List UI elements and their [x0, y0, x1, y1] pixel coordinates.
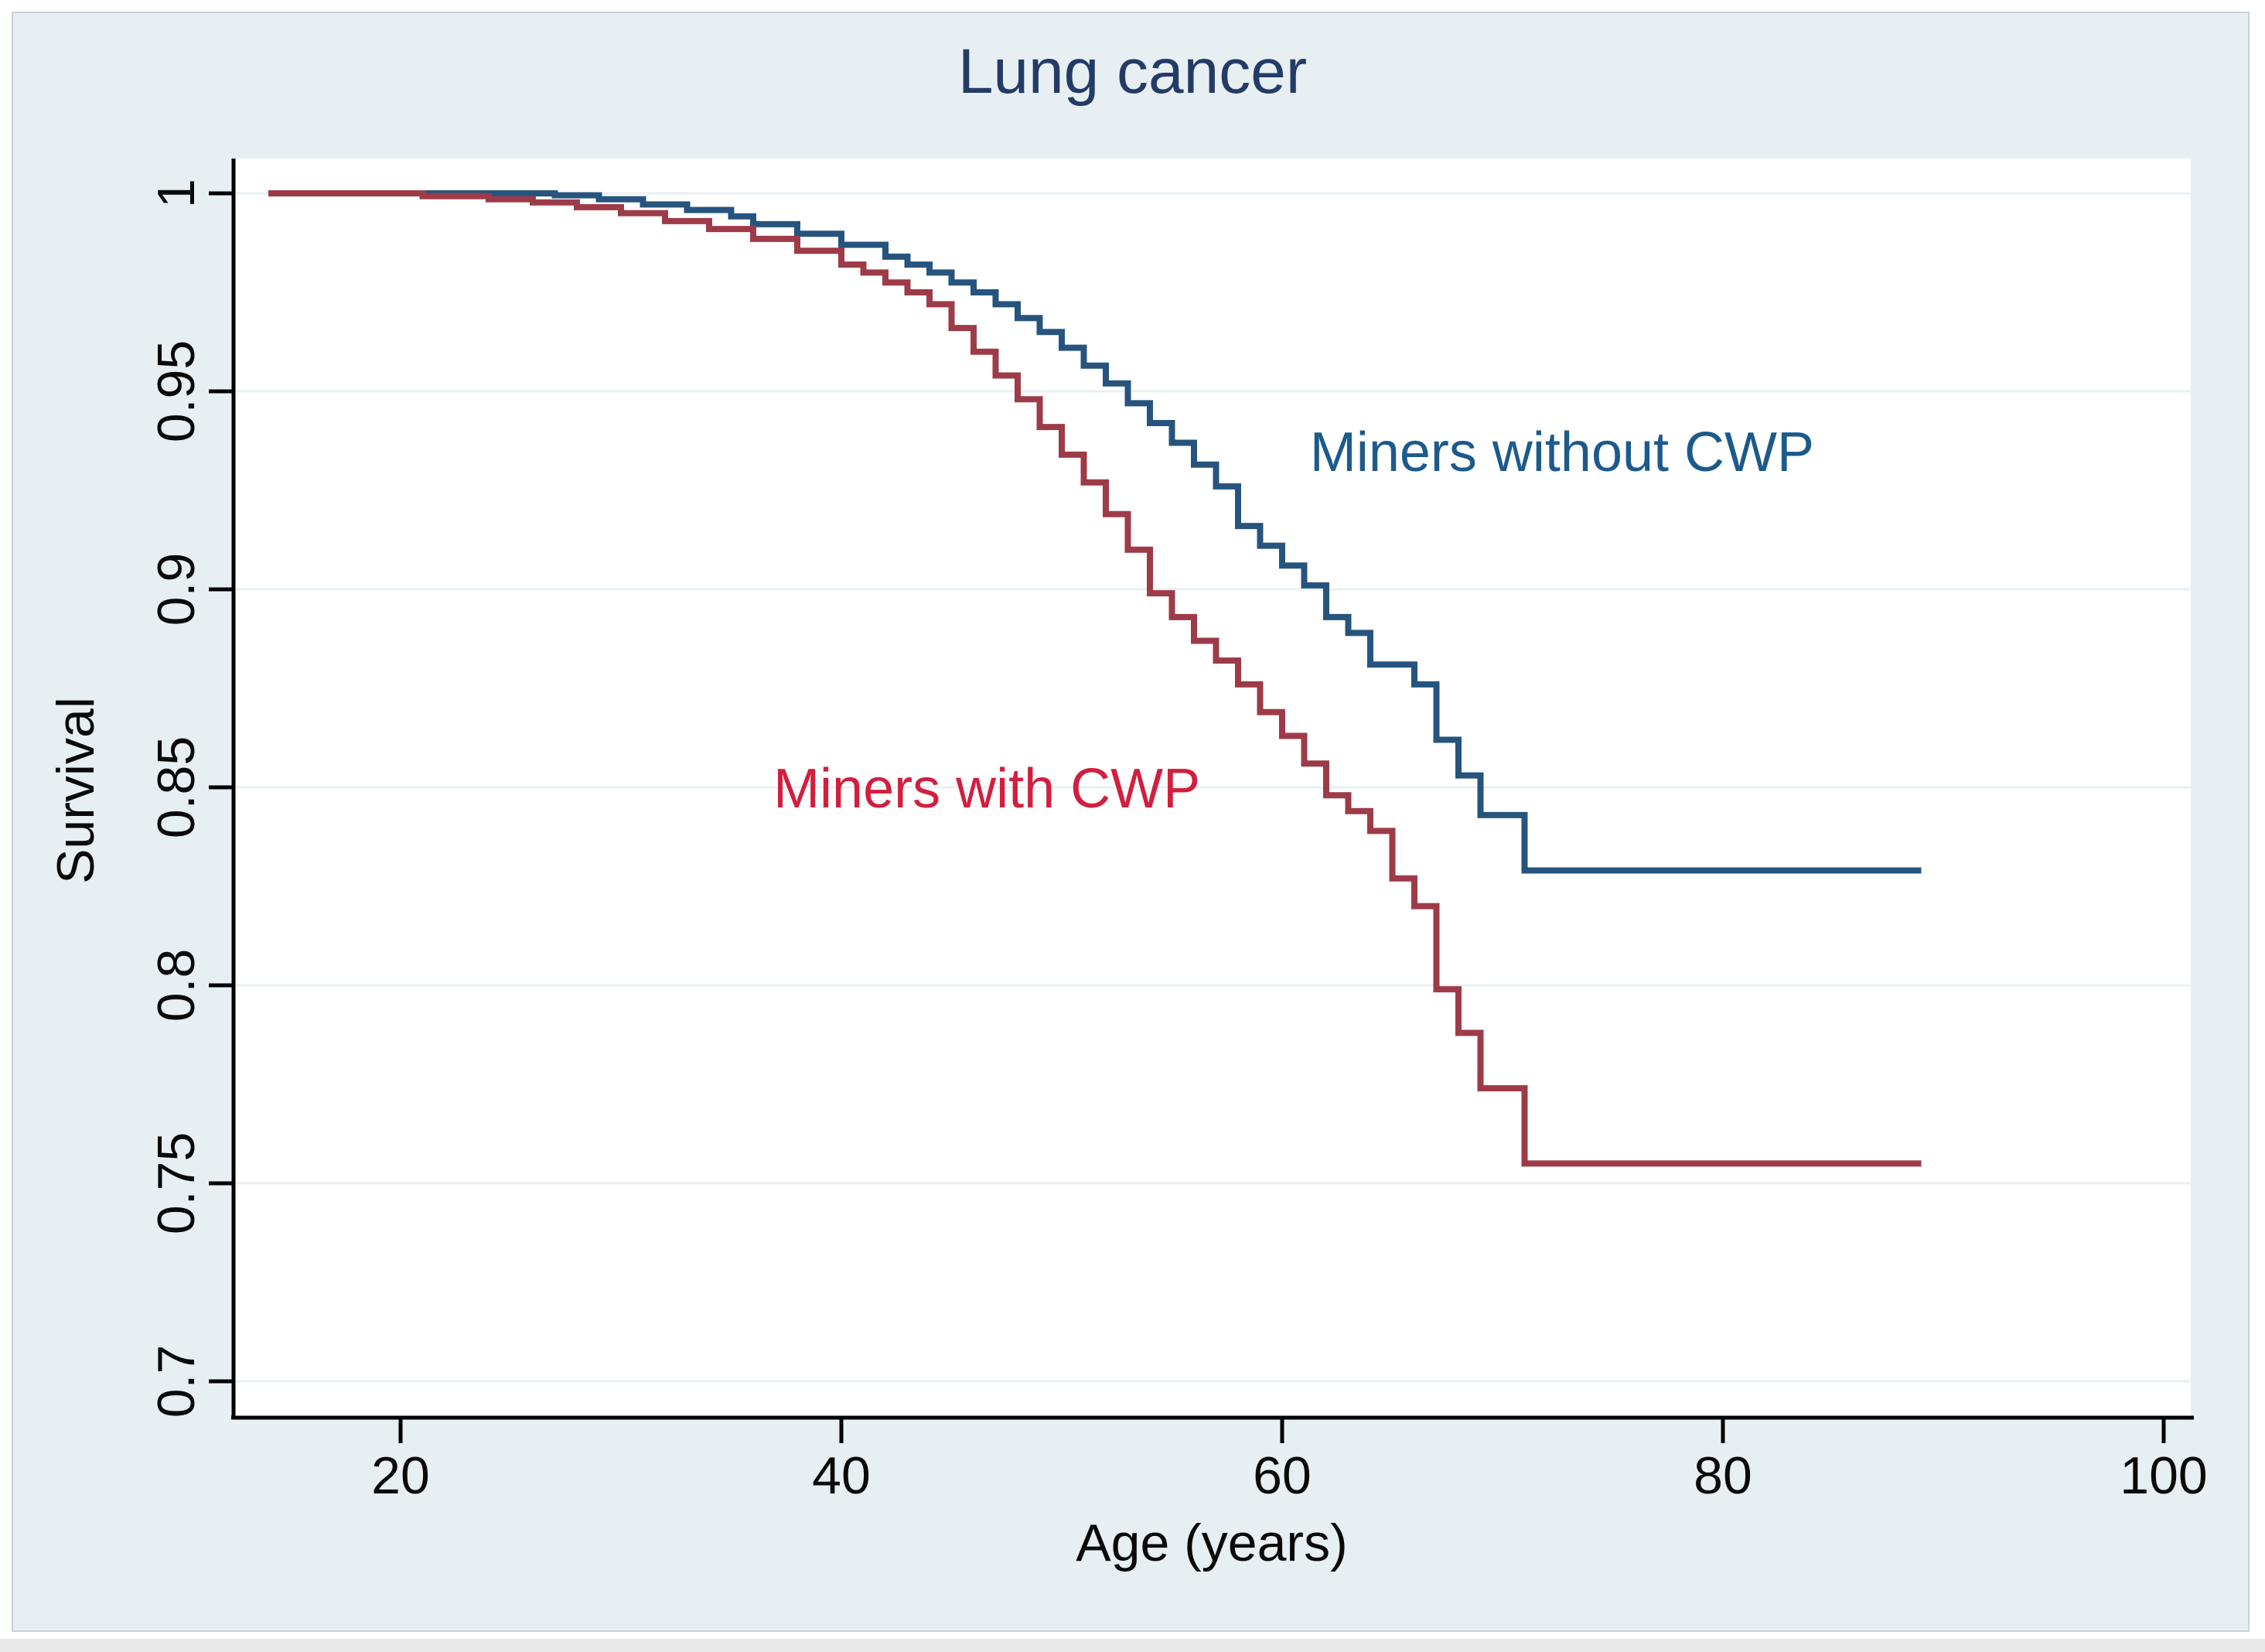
y-tick-label: 0.85 [147, 736, 206, 839]
plot-area [234, 159, 2191, 1418]
x-tick-label: 60 [1253, 1446, 1312, 1505]
x-tick-label: 100 [2120, 1446, 2208, 1505]
y-tick-label: 1 [147, 179, 206, 208]
y-axis-title: Survival [46, 697, 105, 884]
x-tick-label: 40 [812, 1446, 871, 1505]
x-axis-title: Age (years) [1076, 1514, 1348, 1572]
y-tick-label: 0.75 [147, 1131, 206, 1235]
label-miners-without-cwp: Miners without CWP [1309, 421, 1815, 483]
chart-title: Lung cancer [957, 36, 1308, 107]
window-bottom-strip [0, 1639, 2265, 1652]
y-tick-label: 0.9 [147, 552, 206, 626]
y-tick-label: 0.8 [147, 948, 206, 1022]
x-tick-label: 80 [1694, 1446, 1752, 1505]
y-tick-label: 0.7 [147, 1344, 206, 1418]
x-tick-label: 20 [371, 1446, 430, 1505]
label-miners-with-cwp: Miners with CWP [773, 758, 1201, 821]
y-tick-label: 0.95 [147, 340, 206, 443]
